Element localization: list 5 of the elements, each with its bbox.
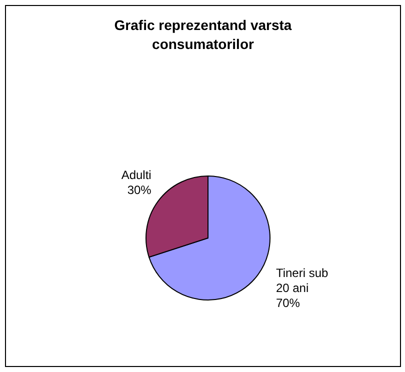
slice-label: Tineri sub 20 ani: [276, 266, 329, 295]
data-label: 30%: [127, 182, 152, 197]
slice-label: Adulti: [121, 168, 152, 182]
data-label: 70%: [276, 296, 300, 310]
chart-title: Grafic reprezentand varsta consumatorilor: [113, 16, 293, 54]
